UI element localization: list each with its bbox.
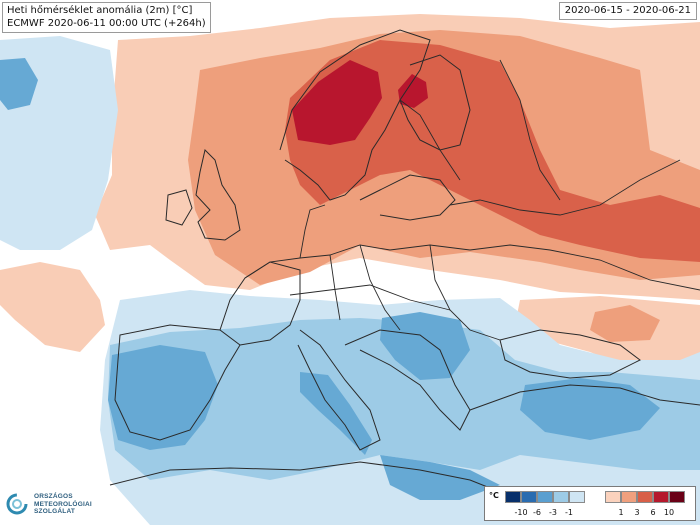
map-title-box: Heti hőmérséklet anomália (2m) [°C] ECMW… [2,2,211,33]
coast-turkey [469,384,700,411]
legend-swatch-p1 [605,491,621,503]
coast-finland [399,54,471,151]
coast-iberia [114,324,241,441]
country-borders [244,59,700,341]
coast-italy [297,329,381,451]
map-title: Heti hőmérséklet anomália (2m) [°C] [7,5,193,16]
cold-anomaly-areas [0,36,700,525]
warm-field-core-finland [398,74,428,108]
coast-black-sea [499,329,641,379]
legend-swatch-p2 [621,491,637,503]
warm-field-east-small [590,305,660,342]
legend-tick-neg-10: -10 [514,508,528,517]
logo-ring-icon [6,493,28,515]
warm-field-outer-w [0,262,105,352]
date-range-label: 2020-06-15 - 2020-06-21 [558,2,697,20]
coast-france [219,261,301,346]
warm-anomaly-areas [0,14,700,375]
legend-swatch-n1 [569,491,585,503]
coast-scandinavia [279,29,431,201]
cold-field-iberia [108,345,218,450]
legend-swatch-p4 [653,491,669,503]
legend-tick-pos-6: 6 [650,508,656,517]
color-legend: °C -10 -6 -3 -1 1 3 6 10 [484,486,696,521]
legend-swatch-p3 [637,491,653,503]
omsz-logo: ORSZÁGOS METEOROLÓGIAI SZOLGÁLAT [4,490,96,520]
coast-british-isles [195,149,241,241]
logo-text: ORSZÁGOS METEOROLÓGIAI SZOLGÁLAT [34,493,92,515]
cold-field-atlantic [0,58,38,110]
legend-tick-neg-1: -1 [565,508,573,517]
legend-tick-neg-3: -3 [549,508,557,517]
legend-swatch-n3 [537,491,553,503]
legend-swatch-p5 [669,491,685,503]
cold-field-mid [108,318,700,480]
warm-field-strong [285,40,700,262]
warm-field-core-scandinavia [292,60,382,145]
legend-swatch-n4 [521,491,537,503]
legend-tick-pos-3: 3 [634,508,640,517]
map-subtitle: ECMWF 2020-06-11 00:00 UTC (+264h) [7,18,206,29]
legend-tick-neg-6: -6 [533,508,541,517]
cold-field-turkey [520,378,660,440]
legend-swatch-n2 [553,491,569,503]
coast-baltic [359,174,456,221]
legend-swatch-n5 [505,491,521,503]
legend-tick-pos-10: 10 [663,508,675,517]
cold-field-balkans [380,312,470,380]
legend-unit: °C [489,491,499,500]
coast-ireland [165,189,193,226]
legend-tick-pos-1: 1 [618,508,624,517]
cold-field-north-africa [380,455,500,500]
